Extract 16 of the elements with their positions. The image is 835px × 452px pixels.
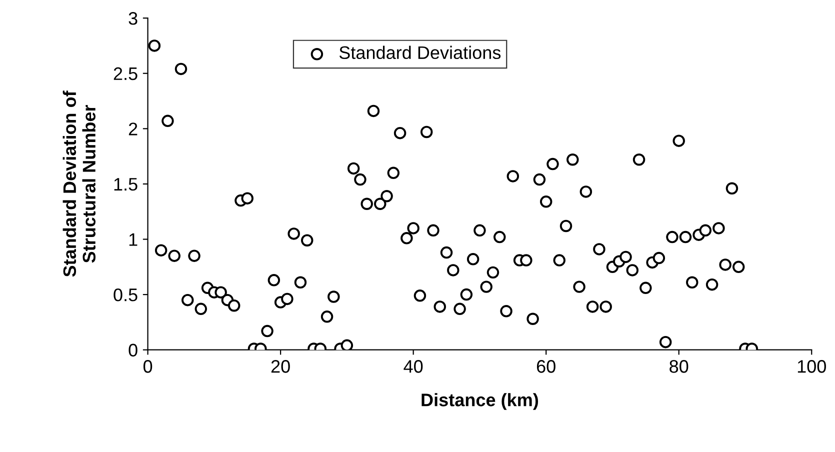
y-tick-label: 1.5	[114, 178, 138, 191]
x-tick-label: 20	[271, 360, 290, 373]
x-tick-label: 0	[143, 360, 152, 373]
x-tick-label: 100	[798, 360, 826, 373]
y-tick-label: 2.5	[114, 67, 138, 80]
y-tick-label: 0	[128, 344, 138, 357]
x-tick-label: 80	[670, 360, 688, 373]
y-axis-title: Standard Deviation of Structural Number	[62, 90, 96, 277]
y-tick-label: 3	[128, 12, 138, 25]
y-tick-label: 1	[129, 233, 138, 246]
x-tick-label: 60	[536, 360, 556, 373]
x-axis-title: Distance (km)	[422, 393, 538, 410]
x-tick-label: 40	[404, 360, 423, 373]
y-tick-label: 2	[128, 122, 138, 136]
legend-label: Standard Deviations	[339, 46, 501, 60]
y-tick-label: 0.5	[114, 288, 138, 302]
